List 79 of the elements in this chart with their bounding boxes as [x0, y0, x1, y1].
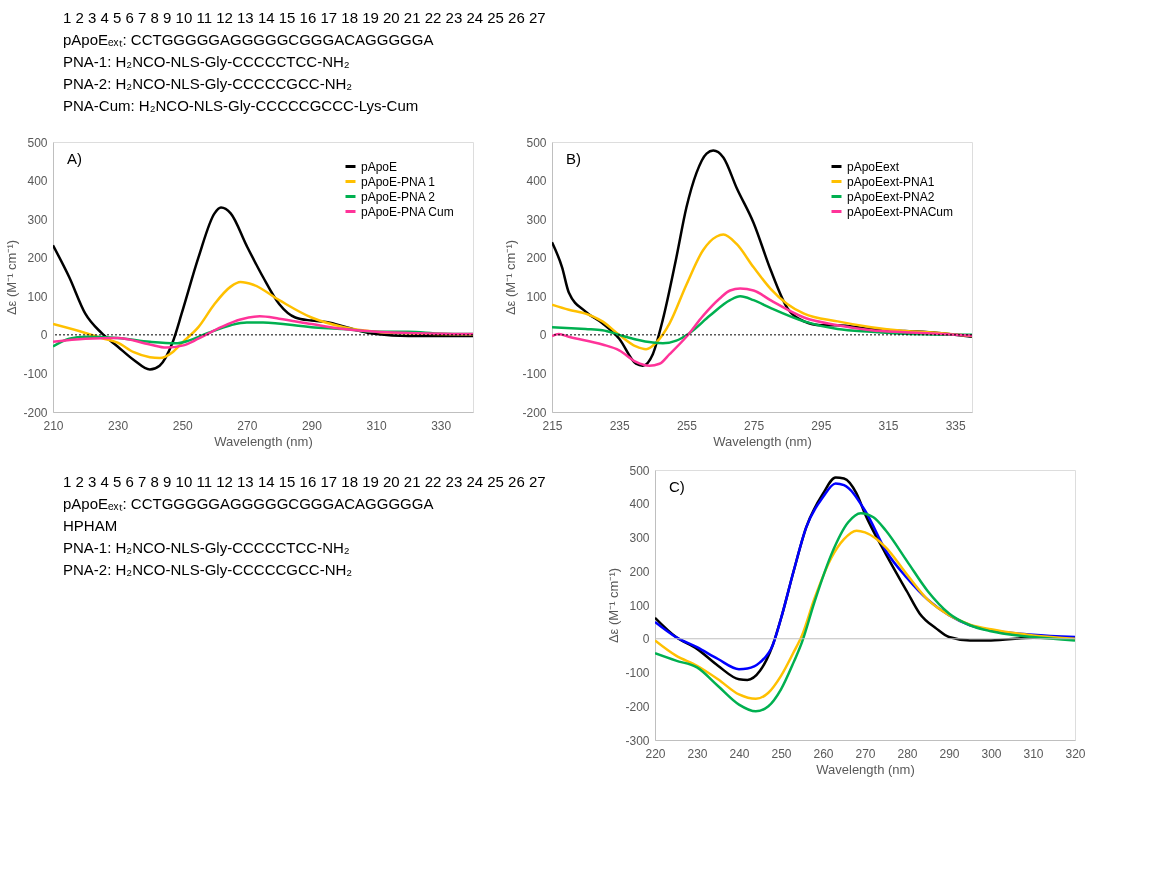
x-tick-label: 270 [237, 418, 258, 433]
x-tick-label: 215 [542, 418, 563, 433]
x-tick-label: 300 [981, 746, 1002, 761]
y-axis-title: Δε (M⁻¹ cm⁻¹) [503, 239, 519, 316]
y-tick-label: 300 [526, 212, 547, 227]
x-tick-label: 310 [366, 418, 387, 433]
y-tick-label: -100 [23, 366, 48, 381]
y-tick-label: 200 [526, 251, 547, 266]
text: pApoEₑₓₜ: CCTGGGGGAGGGGGCGGGACAGGGGGA [63, 495, 434, 512]
y-axis-title: Δε (M⁻¹ cm⁻¹) [606, 567, 622, 644]
y-tick-label: -300 [625, 733, 650, 748]
y-axis-title: Δε (M⁻¹ cm⁻¹) [4, 239, 20, 316]
x-tick-label: 295 [811, 418, 832, 433]
legend-label: pApoEext-PNACum [847, 204, 954, 219]
y-tick-label: 0 [40, 328, 48, 343]
y-tick-label: 100 [526, 289, 547, 304]
text: A) [67, 150, 82, 167]
y-tick-label: -200 [625, 699, 650, 714]
y-tick-label: 400 [27, 174, 48, 189]
x-tick-label: 240 [729, 746, 750, 761]
x-tick-label: 235 [609, 418, 631, 433]
y-tick-label: 500 [27, 135, 48, 150]
legend-label: pApoEext-PNA1 [847, 174, 935, 189]
y-tick-label: -200 [23, 405, 48, 420]
x-tick-label: 210 [43, 418, 64, 433]
y-tick-label: -100 [625, 666, 650, 680]
x-tick-label: 290 [301, 418, 323, 433]
x-axis-title: Wavelength (nm) [214, 433, 313, 449]
x-tick-label: 280 [897, 746, 918, 761]
y-tick-label: -100 [522, 366, 547, 381]
text: B) [566, 150, 581, 167]
text: PNA-1: H₂NCO-NLS-Gly-CCCCCTCC-NH₂ [63, 539, 350, 556]
x-tick-label: 315 [878, 418, 899, 433]
y-tick-label: 300 [27, 212, 48, 227]
y-tick-label: 100 [27, 289, 48, 304]
x-tick-label: 250 [771, 746, 792, 761]
legend-label: pApoE-PNA Cum [361, 204, 454, 219]
text: C) [669, 478, 685, 495]
y-tick-label: 200 [629, 564, 650, 579]
text: pApoEₑₓₜ: CCTGGGGGAGGGGGCGGGACAGGGGGA [63, 31, 434, 48]
x-tick-label: 255 [676, 418, 698, 433]
text: 1 2 3 4 5 6 7 8 9 10 11 12 13 14 15 16 17 18 19 20 21 22 23 24 25 26 27 [63, 9, 546, 26]
text: PNA-Cum: H₂NCO-NLS-Gly-CCCCCGCCC-Lys-Cum [63, 97, 419, 114]
legend-label: pApoEext [847, 159, 900, 174]
x-tick-label: 220 [645, 746, 666, 761]
x-axis-title: Wavelength (nm) [816, 761, 915, 777]
legend-label: pApoE-PNA 1 [361, 174, 436, 189]
x-tick-label: 290 [939, 746, 960, 761]
y-tick-label: 500 [629, 463, 650, 478]
y-tick-label: -200 [522, 405, 547, 420]
x-tick-label: 330 [431, 418, 452, 433]
legend-label: pApoEext-PNA2 [847, 189, 935, 204]
x-tick-label: 335 [945, 418, 967, 433]
y-tick-label: 0 [642, 632, 650, 647]
y-tick-label: 500 [526, 135, 547, 150]
text: 1 2 3 4 5 6 7 8 9 10 11 12 13 14 15 16 17 18 19 20 21 22 23 24 25 26 27 [63, 473, 546, 490]
y-tick-label: 400 [629, 497, 650, 512]
x-tick-label: 310 [1023, 746, 1044, 761]
text: PNA-2: H₂NCO-NLS-Gly-CCCCCGCC-NH₂ [63, 561, 353, 578]
x-axis-title: Wavelength (nm) [713, 433, 812, 449]
x-tick-label: 230 [687, 746, 708, 761]
y-tick-label: 200 [27, 251, 48, 266]
legend-label: pApoE-PNA 2 [361, 189, 436, 204]
x-tick-label: 275 [744, 418, 765, 433]
x-tick-label: 250 [172, 418, 194, 433]
text: PNA-1: H₂NCO-NLS-Gly-CCCCCTCC-NH₂ [63, 53, 350, 70]
line-series [552, 287, 972, 367]
text: HPHAM [63, 517, 118, 534]
y-tick-label: 0 [539, 328, 547, 343]
text: PNA-2: H₂NCO-NLS-Gly-CCCCCGCC-NH₂ [63, 75, 353, 92]
y-tick-label: 300 [629, 531, 650, 545]
x-tick-label: 230 [108, 418, 129, 433]
y-tick-label: 400 [526, 174, 547, 189]
legend-label: pApoE [361, 159, 398, 174]
y-tick-label: 100 [629, 598, 650, 613]
x-tick-label: 270 [855, 746, 876, 761]
x-tick-label: 320 [1065, 746, 1086, 761]
x-tick-label: 260 [813, 746, 834, 761]
line-series [53, 315, 473, 349]
